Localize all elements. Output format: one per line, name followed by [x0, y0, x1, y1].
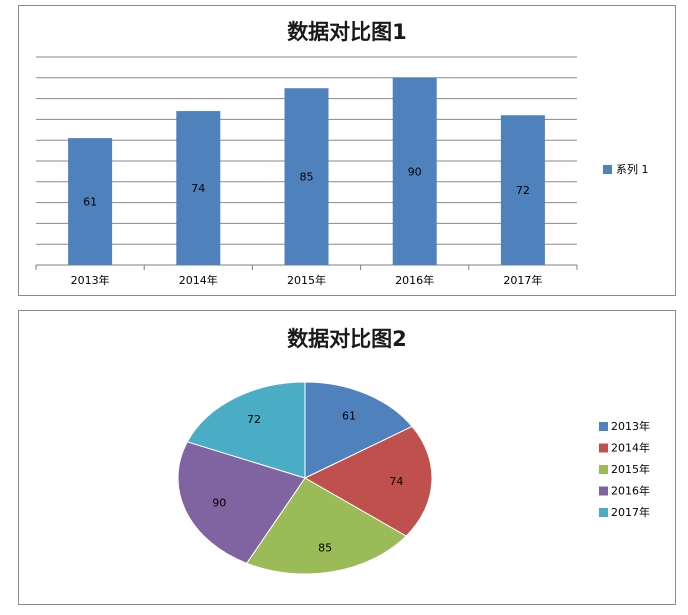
pie-data-label: 72	[247, 413, 261, 426]
legend-swatch	[599, 486, 608, 496]
x-tick-label: 2014年	[179, 273, 218, 287]
pie-chart-panel: 数据对比图2 61 74 85 90 72 2013年 2014年 2015年 2016年 201…	[18, 310, 676, 605]
pie-chart-title: 数据对比图2	[287, 327, 407, 351]
pie-slice	[303, 425, 433, 537]
pie-data-label: 85	[318, 541, 332, 554]
bar-data-label: 90	[408, 165, 422, 178]
bar-data-label: 61	[83, 196, 97, 209]
x-tick-label: 2015年	[287, 273, 326, 287]
legend-label: 2015年	[611, 462, 650, 476]
legend-swatch	[599, 422, 608, 431]
pie-data-label: 61	[342, 410, 356, 423]
bar-data-label: 74	[191, 182, 205, 195]
pie-data-label: 74	[389, 475, 403, 488]
pie-slice	[304, 381, 413, 479]
bar	[68, 138, 113, 265]
x-tick-label: 2013年	[71, 273, 110, 287]
bar-chart-panel: 数据对比图1 61 2013年 74 2014年 85 2015年 90 2016年 72 201…	[18, 5, 676, 296]
pie-slice	[245, 477, 407, 575]
bar-chart: 61 2013年 74 2014年 85 2015年 90 2016年 72 2017年 系列 1	[35, 56, 649, 287]
x-tick-label: 2016年	[395, 273, 434, 287]
pie-chart: 61 74 85 90 72 2013年 2014年 2015年 2016年 2017年	[177, 381, 650, 575]
legend-label: 2014年	[611, 441, 650, 455]
x-tick-label: 2017年	[503, 273, 542, 287]
legend-swatch	[599, 443, 608, 453]
bar	[176, 111, 221, 265]
bar	[500, 115, 545, 266]
legend-swatch	[599, 465, 608, 474]
legend-label: 2016年	[611, 484, 650, 498]
pie-data-label: 90	[212, 497, 226, 510]
legend-label: 系列 1	[616, 162, 649, 176]
legend-swatch	[599, 508, 608, 517]
bar-chart-title: 数据对比图1	[287, 20, 407, 44]
bar-data-label: 85	[300, 171, 314, 184]
legend-label: 2013年	[611, 419, 650, 433]
legend-swatch	[603, 165, 612, 174]
pie-slice	[177, 441, 306, 564]
legend-label: 2017年	[611, 505, 650, 519]
bar	[284, 88, 329, 265]
pie-slice	[186, 381, 306, 479]
bar-data-label: 72	[516, 184, 530, 197]
bar	[392, 77, 437, 265]
